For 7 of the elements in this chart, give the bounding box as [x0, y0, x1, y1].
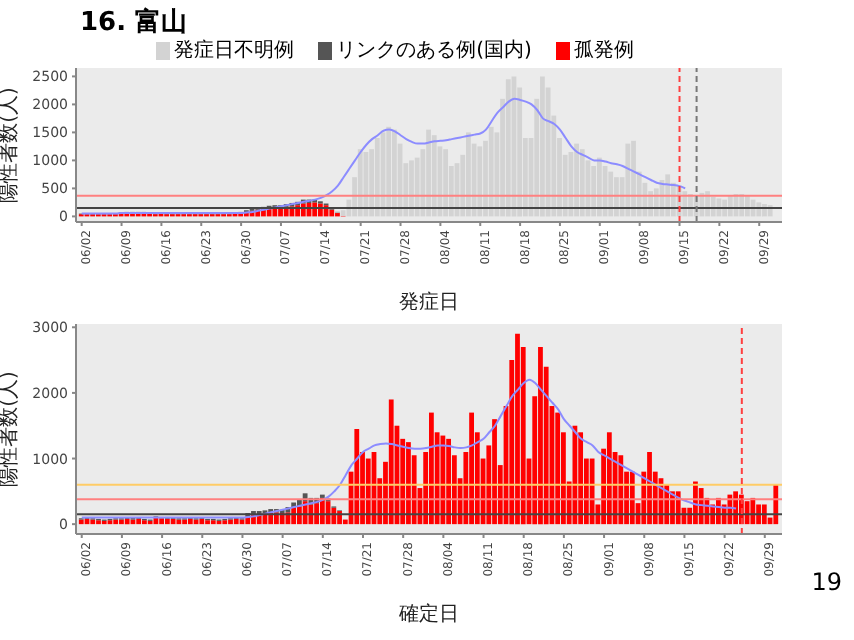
x-axis-title: 発症日: [397, 290, 461, 316]
text: 19: [811, 568, 842, 596]
legend-label: 孤発例: [573, 38, 634, 64]
x-axis-title: 確定日: [397, 602, 461, 628]
chart-title: 16. 富山: [80, 5, 188, 40]
legend-label: 発症日不明例: [174, 37, 295, 64]
legend-label: リンクのある例(国内): [336, 37, 532, 64]
